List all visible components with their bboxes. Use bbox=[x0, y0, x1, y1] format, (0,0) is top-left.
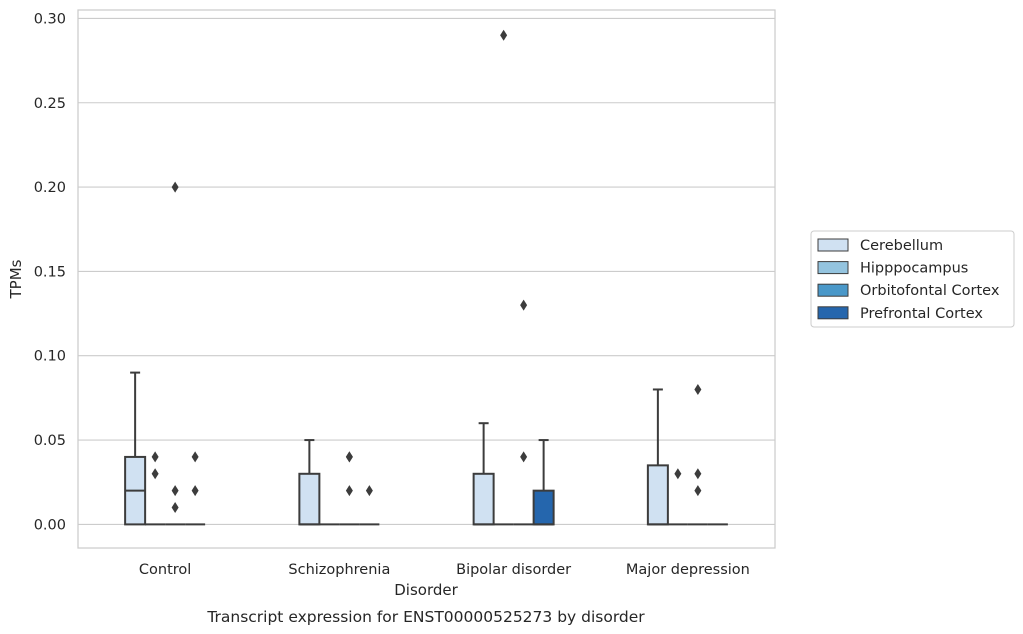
plot-background bbox=[78, 10, 775, 548]
box-body bbox=[532, 489, 555, 526]
legend-label: Orbitofontal Cortex bbox=[860, 283, 1000, 299]
y-tick-label: 0.15 bbox=[34, 264, 66, 280]
outlier-point bbox=[171, 181, 179, 193]
box-prefrontal-cortex bbox=[359, 485, 380, 526]
x-tick-label: Bipolar disorder bbox=[456, 562, 571, 578]
box-orbitofontal-cortex bbox=[165, 181, 186, 526]
box-orbitofontal-cortex bbox=[687, 383, 708, 526]
x-tick-label: Major depression bbox=[626, 562, 750, 578]
y-tick-label: 0.05 bbox=[34, 433, 66, 449]
box-hipppocampus bbox=[667, 468, 688, 526]
legend-label: Prefrontal Cortex bbox=[860, 306, 983, 322]
box-cerebellum bbox=[646, 388, 669, 526]
legend-swatch bbox=[817, 283, 849, 297]
legend-label: Cerebellum bbox=[860, 238, 943, 254]
y-tick-label: 0.30 bbox=[34, 11, 66, 27]
outlier-point bbox=[151, 451, 159, 463]
outlier-point bbox=[694, 468, 702, 480]
outlier-point bbox=[365, 485, 373, 497]
y-tick-label: 0.25 bbox=[34, 96, 66, 112]
outlier-point bbox=[171, 485, 179, 497]
box-cerebellum bbox=[124, 371, 147, 526]
y-tick-labels: 0.00 0.05 0.10 0.15 0.20 0.25 0.30 bbox=[34, 11, 66, 533]
box-orbitofontal-cortex bbox=[339, 451, 360, 526]
box-elements bbox=[124, 29, 728, 526]
box-body bbox=[298, 472, 321, 526]
outlier-point bbox=[674, 468, 682, 480]
box-cerebellum bbox=[472, 422, 495, 526]
legend-label: Hipppocampus bbox=[860, 261, 968, 277]
legend: Cerebellum Hipppocampus Orbitofontal Corte… bbox=[810, 230, 1015, 328]
grid-lines bbox=[78, 17, 775, 525]
x-tick-label: Schizophrenia bbox=[288, 562, 390, 578]
outlier-point bbox=[694, 383, 702, 395]
box-prefrontal-cortex bbox=[185, 451, 206, 526]
x-axis-label: Disorder bbox=[394, 581, 458, 599]
outlier-point bbox=[520, 299, 528, 311]
legend-swatch bbox=[817, 306, 849, 320]
legend-swatch bbox=[817, 261, 849, 275]
plot-frame bbox=[77, 9, 776, 549]
legend-swatch bbox=[817, 238, 849, 252]
y-tick-label: 0.20 bbox=[34, 180, 66, 196]
outlier-point bbox=[694, 485, 702, 497]
box-cerebellum bbox=[298, 439, 321, 526]
y-tick-label: 0.10 bbox=[34, 349, 66, 365]
outlier-point bbox=[345, 451, 353, 463]
box-body bbox=[646, 464, 669, 526]
outlier-point bbox=[171, 502, 179, 514]
legend-frame bbox=[810, 230, 1015, 328]
outlier-point bbox=[151, 468, 159, 480]
box-orbitofontal-cortex bbox=[513, 299, 534, 526]
outlier-point bbox=[345, 485, 353, 497]
x-tick-labels: Control Schizophrenia Bipolar disorder Majo… bbox=[139, 562, 750, 578]
x-tick-label: Control bbox=[139, 562, 191, 578]
chart-caption: Transcript expression for ENST0000052527… bbox=[206, 608, 645, 626]
outlier-point bbox=[520, 451, 528, 463]
box-prefrontal-cortex bbox=[532, 439, 555, 526]
y-axis-label: TPMs bbox=[7, 259, 25, 299]
y-tick-label: 0.00 bbox=[34, 517, 66, 533]
outlier-point bbox=[191, 451, 199, 463]
outlier-point bbox=[500, 29, 508, 41]
box-hipppocampus bbox=[493, 29, 514, 526]
box-hipppocampus bbox=[145, 451, 166, 526]
outlier-point bbox=[191, 485, 199, 497]
box-body bbox=[472, 472, 495, 526]
